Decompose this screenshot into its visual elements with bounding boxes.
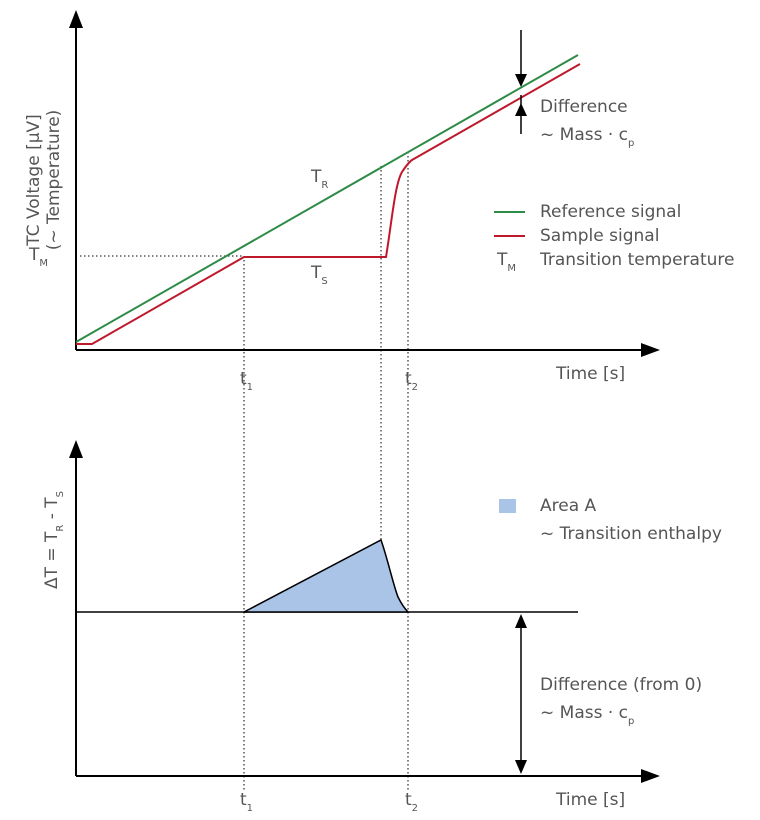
top-t2-main: t bbox=[405, 369, 412, 389]
y-axis-label-line2: (~ Temperature) bbox=[44, 110, 64, 251]
bottom-t2-main: t bbox=[405, 790, 412, 810]
difference-arrow-up-head bbox=[515, 103, 527, 116]
bottom-mass-main: ~ Mass · c bbox=[540, 703, 628, 723]
top-y-axis-arrowhead bbox=[69, 10, 83, 28]
delta-t-sub-r: R bbox=[55, 525, 66, 532]
delta-t-label: ΔT = TR - TS bbox=[42, 491, 66, 589]
bottom-t1-label: t1 bbox=[240, 790, 253, 814]
bottom-y-axis-arrowhead bbox=[69, 440, 83, 458]
tr-main: T bbox=[310, 167, 322, 187]
sample-signal-line bbox=[76, 63, 581, 345]
legend-transition-label: Transition temperature bbox=[539, 250, 734, 270]
tr-sub: R bbox=[321, 180, 328, 191]
top-t2-sub: 2 bbox=[412, 382, 418, 393]
difference-mass-main: ~ Mass · c bbox=[540, 125, 628, 145]
bottom-x-axis-label: Time [s] bbox=[555, 790, 625, 810]
difference-from-zero-arrow-top bbox=[515, 614, 527, 628]
bottom-mass-sub: p bbox=[628, 716, 634, 727]
tm-sub: M bbox=[39, 258, 48, 269]
bottom-t2-label: t2 bbox=[405, 790, 418, 814]
difference-from-zero-mass-label: ~ Mass · cp bbox=[540, 703, 634, 727]
legend-tm-sub: M bbox=[507, 263, 516, 274]
tr-label: TR bbox=[310, 167, 328, 191]
top-t2-label: t2 bbox=[405, 369, 418, 393]
top-y-axis-label: TC Voltage [µV] (~ Temperature) bbox=[24, 110, 64, 251]
delta-t-main: ΔT = T bbox=[42, 531, 62, 589]
top-t1-main: t bbox=[240, 369, 247, 389]
area-a-label: Area A bbox=[540, 496, 597, 516]
bottom-t1-main: t bbox=[240, 790, 247, 810]
difference-from-zero-label: Difference (from 0) bbox=[540, 675, 702, 695]
y-axis-label-line1: TC Voltage [µV] bbox=[24, 114, 44, 247]
tm-axis-label: TM bbox=[28, 245, 48, 269]
area-a-peak bbox=[243, 538, 410, 613]
top-x-axis-arrowhead bbox=[641, 343, 660, 357]
bottom-t1-sub: 1 bbox=[247, 803, 253, 814]
legend-reference-label: Reference signal bbox=[540, 202, 681, 222]
difference-label: Difference bbox=[540, 97, 628, 117]
bottom-x-axis-arrowhead bbox=[641, 769, 660, 783]
difference-mass-label: ~ Mass · cp bbox=[540, 125, 634, 149]
legend-tm-symbol: TM bbox=[496, 250, 516, 274]
difference-mass-sub: p bbox=[628, 138, 634, 149]
legend-tm-main: T bbox=[496, 250, 508, 270]
top-t1-sub: 1 bbox=[247, 382, 253, 393]
difference-arrow-down-head bbox=[515, 74, 527, 87]
bottom-t2-sub: 2 bbox=[412, 803, 418, 814]
bottom-y-axis-label: ΔT = TR - TS bbox=[42, 491, 66, 589]
reference-signal-line bbox=[75, 54, 579, 343]
delta-t-minus: - T bbox=[42, 497, 62, 525]
delta-t-sub-s: S bbox=[55, 491, 66, 497]
transition-enthalpy-label: ~ Transition enthalpy bbox=[540, 524, 722, 544]
legend-area-swatch bbox=[499, 499, 516, 513]
top-x-axis-label: Time [s] bbox=[555, 364, 625, 384]
tm-main: T bbox=[28, 245, 40, 265]
ts-sub: S bbox=[321, 276, 327, 287]
top-t1-label: t1 bbox=[240, 369, 253, 393]
legend-sample-label: Sample signal bbox=[540, 226, 659, 246]
ts-main: T bbox=[310, 263, 322, 283]
difference-from-zero-arrow-bottom bbox=[515, 760, 527, 774]
ts-label: TS bbox=[310, 263, 328, 287]
